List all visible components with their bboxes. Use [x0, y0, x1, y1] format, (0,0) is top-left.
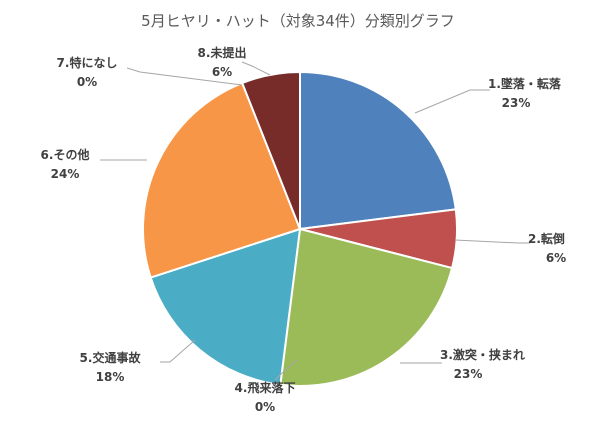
pie-slice — [240, 70, 301, 230]
slice-label: 3.激突・挟まれ — [440, 347, 525, 362]
leaders-group — [100, 61, 530, 381]
slice-percent-label: 0% — [77, 75, 97, 89]
labels-group: 1.墜落・転落 23% 2.転倒 6% 3.激突・挟まれ 23% 4.飛来落下 0% 5.交通事… — [41, 45, 567, 414]
slice-percent-label: 0% — [255, 400, 275, 414]
leader-line — [241, 61, 271, 76]
slice-percent-label: 6% — [546, 251, 566, 265]
slice-label: 1.墜落・転落 — [488, 76, 562, 91]
slices-group — [142, 70, 458, 387]
slice-percent-label: 24% — [51, 167, 80, 181]
slice-percent-label: 6% — [212, 65, 232, 79]
slice-label: 5.交通事故 — [80, 350, 142, 365]
leader-line — [126, 67, 243, 86]
leader-line — [414, 89, 490, 114]
pie-slice — [149, 227, 302, 386]
leader-line — [274, 359, 298, 381]
pie-slice — [279, 227, 454, 387]
slice-label: 6.その他 — [41, 147, 90, 162]
slice-percent-label: 23% — [502, 96, 531, 110]
leader-line — [160, 339, 196, 363]
pie-slice — [299, 70, 457, 231]
leader-line — [454, 239, 530, 244]
slice-label: 8.未提出 — [198, 45, 247, 60]
slice-label: 2.転倒 — [528, 231, 565, 246]
slice-percent-label: 23% — [454, 367, 483, 381]
slice-label: 7.特になし — [57, 55, 118, 70]
slice-label: 4.飛来落下 — [235, 380, 296, 395]
chart-title: 5月ヒヤリ・ハット（対象34件）分類別グラフ — [141, 12, 455, 30]
slice-percent-label: 18% — [96, 370, 125, 384]
